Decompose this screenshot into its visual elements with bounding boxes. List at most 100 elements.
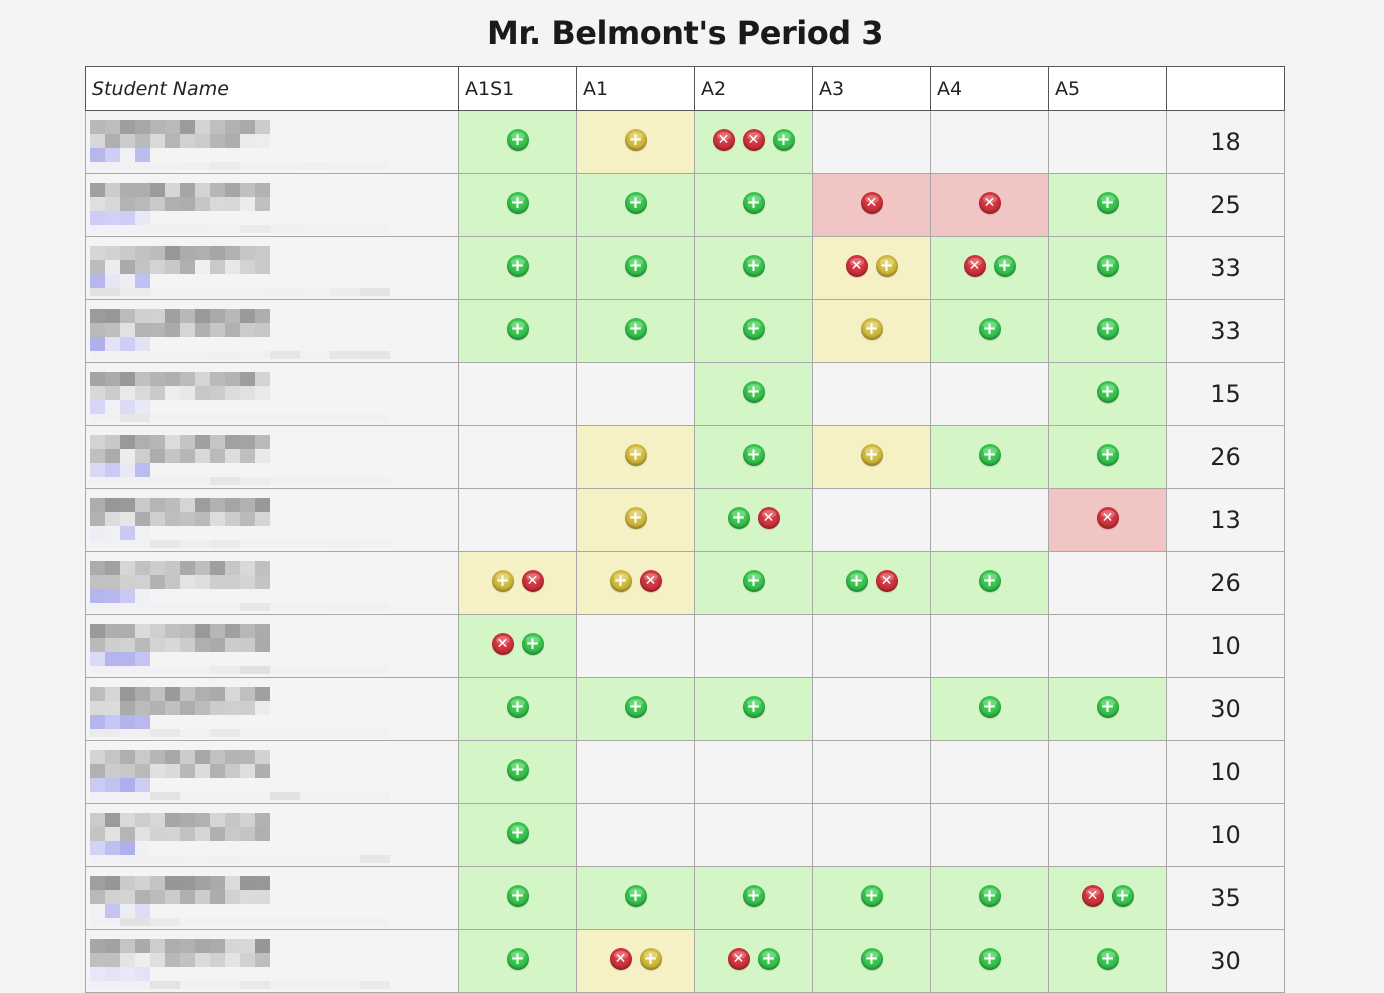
grade-cell[interactable]	[694, 740, 813, 804]
grade-cell[interactable]: + ✕	[576, 551, 695, 615]
plus-yellow-icon[interactable]: +	[491, 570, 514, 592]
plus-green-icon[interactable]: +	[860, 948, 883, 970]
grade-cell[interactable]	[812, 677, 931, 741]
student-name-cell[interactable]	[85, 299, 459, 363]
x-red-icon[interactable]: ✕	[978, 192, 1001, 214]
grade-cell[interactable]: +	[812, 866, 931, 930]
grade-cell[interactable]	[930, 110, 1049, 174]
grade-cell[interactable]	[458, 488, 577, 552]
grade-cell[interactable]: +	[576, 299, 695, 363]
grade-cell[interactable]	[930, 488, 1049, 552]
grade-cell[interactable]: +	[458, 299, 577, 363]
student-name-cell[interactable]	[85, 677, 459, 741]
column-header-a5[interactable]: A5	[1048, 66, 1167, 111]
grade-cell[interactable]: +	[458, 236, 577, 300]
x-red-icon[interactable]: ✕	[491, 633, 514, 655]
student-name-cell[interactable]	[85, 173, 459, 237]
grade-cell[interactable]	[812, 803, 931, 867]
grade-cell[interactable]: ✕ +	[458, 614, 577, 678]
plus-green-icon[interactable]: +	[506, 129, 529, 151]
grade-cell[interactable]: +	[694, 173, 813, 237]
grade-cell[interactable]: +	[458, 803, 577, 867]
grade-cell[interactable]: +	[812, 425, 931, 489]
grade-cell[interactable]: + ✕	[812, 551, 931, 615]
grade-cell[interactable]	[1048, 551, 1167, 615]
x-red-icon[interactable]: ✕	[639, 570, 662, 592]
plus-green-icon[interactable]: +	[1096, 318, 1119, 340]
plus-green-icon[interactable]: +	[506, 948, 529, 970]
x-red-icon[interactable]: ✕	[727, 948, 750, 970]
grade-cell[interactable]	[930, 740, 1049, 804]
grade-cell[interactable]: +	[930, 677, 1049, 741]
grade-cell[interactable]: ✕ ✕ +	[694, 110, 813, 174]
grade-cell[interactable]	[930, 803, 1049, 867]
grade-cell[interactable]: ✕ +	[930, 236, 1049, 300]
grade-cell[interactable]	[694, 614, 813, 678]
plus-green-icon[interactable]: +	[742, 318, 765, 340]
grade-cell[interactable]: +	[458, 110, 577, 174]
student-name-cell[interactable]	[85, 362, 459, 426]
plus-yellow-icon[interactable]: +	[860, 318, 883, 340]
plus-yellow-icon[interactable]: +	[875, 255, 898, 277]
grade-cell[interactable]: +	[576, 488, 695, 552]
plus-green-icon[interactable]: +	[506, 822, 529, 844]
grade-cell[interactable]: +	[694, 866, 813, 930]
grade-cell[interactable]	[812, 740, 931, 804]
grade-cell[interactable]	[694, 803, 813, 867]
plus-green-icon[interactable]: +	[845, 570, 868, 592]
grade-cell[interactable]: +	[576, 677, 695, 741]
grade-cell[interactable]	[576, 362, 695, 426]
student-name-cell[interactable]	[85, 614, 459, 678]
plus-green-icon[interactable]: +	[521, 633, 544, 655]
grade-cell[interactable]	[576, 740, 695, 804]
plus-green-icon[interactable]: +	[772, 129, 795, 151]
plus-green-icon[interactable]: +	[1111, 885, 1134, 907]
grade-cell[interactable]	[812, 614, 931, 678]
grade-cell[interactable]: +	[576, 173, 695, 237]
grade-cell[interactable]: +	[694, 236, 813, 300]
grade-cell[interactable]: ✕ +	[812, 236, 931, 300]
plus-green-icon[interactable]: +	[860, 885, 883, 907]
grade-cell[interactable]: +	[1048, 236, 1167, 300]
grade-cell[interactable]: +	[812, 299, 931, 363]
grade-cell[interactable]	[812, 488, 931, 552]
grade-cell[interactable]	[1048, 110, 1167, 174]
plus-green-icon[interactable]: +	[1096, 381, 1119, 403]
grade-cell[interactable]: +	[694, 362, 813, 426]
plus-yellow-icon[interactable]: +	[624, 507, 647, 529]
grade-cell[interactable]	[930, 362, 1049, 426]
plus-green-icon[interactable]: +	[742, 885, 765, 907]
x-red-icon[interactable]: ✕	[712, 129, 735, 151]
grade-cell[interactable]	[1048, 614, 1167, 678]
grade-cell[interactable]: +	[1048, 425, 1167, 489]
x-red-icon[interactable]: ✕	[860, 192, 883, 214]
plus-yellow-icon[interactable]: +	[860, 444, 883, 466]
x-red-icon[interactable]: ✕	[1096, 507, 1119, 529]
plus-green-icon[interactable]: +	[978, 948, 1001, 970]
plus-green-icon[interactable]: +	[978, 570, 1001, 592]
x-red-icon[interactable]: ✕	[875, 570, 898, 592]
plus-green-icon[interactable]: +	[978, 696, 1001, 718]
column-header-a1[interactable]: A1	[576, 66, 695, 111]
plus-green-icon[interactable]: +	[506, 759, 529, 781]
plus-green-icon[interactable]: +	[506, 696, 529, 718]
plus-green-icon[interactable]: +	[624, 885, 647, 907]
grade-cell[interactable]	[1048, 740, 1167, 804]
student-name-cell[interactable]	[85, 929, 459, 993]
grade-cell[interactable]	[1048, 803, 1167, 867]
grade-cell[interactable]	[812, 110, 931, 174]
plus-green-icon[interactable]: +	[742, 192, 765, 214]
column-header-a1s1[interactable]: A1S1	[458, 66, 577, 111]
grade-cell[interactable]: +	[458, 929, 577, 993]
grade-cell[interactable]: +	[458, 740, 577, 804]
plus-green-icon[interactable]: +	[993, 255, 1016, 277]
grade-cell[interactable]	[930, 614, 1049, 678]
grade-cell[interactable]: ✕	[812, 173, 931, 237]
plus-yellow-icon[interactable]: +	[624, 129, 647, 151]
student-name-cell[interactable]	[85, 740, 459, 804]
grade-cell[interactable]: +	[458, 677, 577, 741]
plus-green-icon[interactable]: +	[624, 255, 647, 277]
plus-green-icon[interactable]: +	[978, 318, 1001, 340]
plus-green-icon[interactable]: +	[742, 255, 765, 277]
x-red-icon[interactable]: ✕	[1081, 885, 1104, 907]
